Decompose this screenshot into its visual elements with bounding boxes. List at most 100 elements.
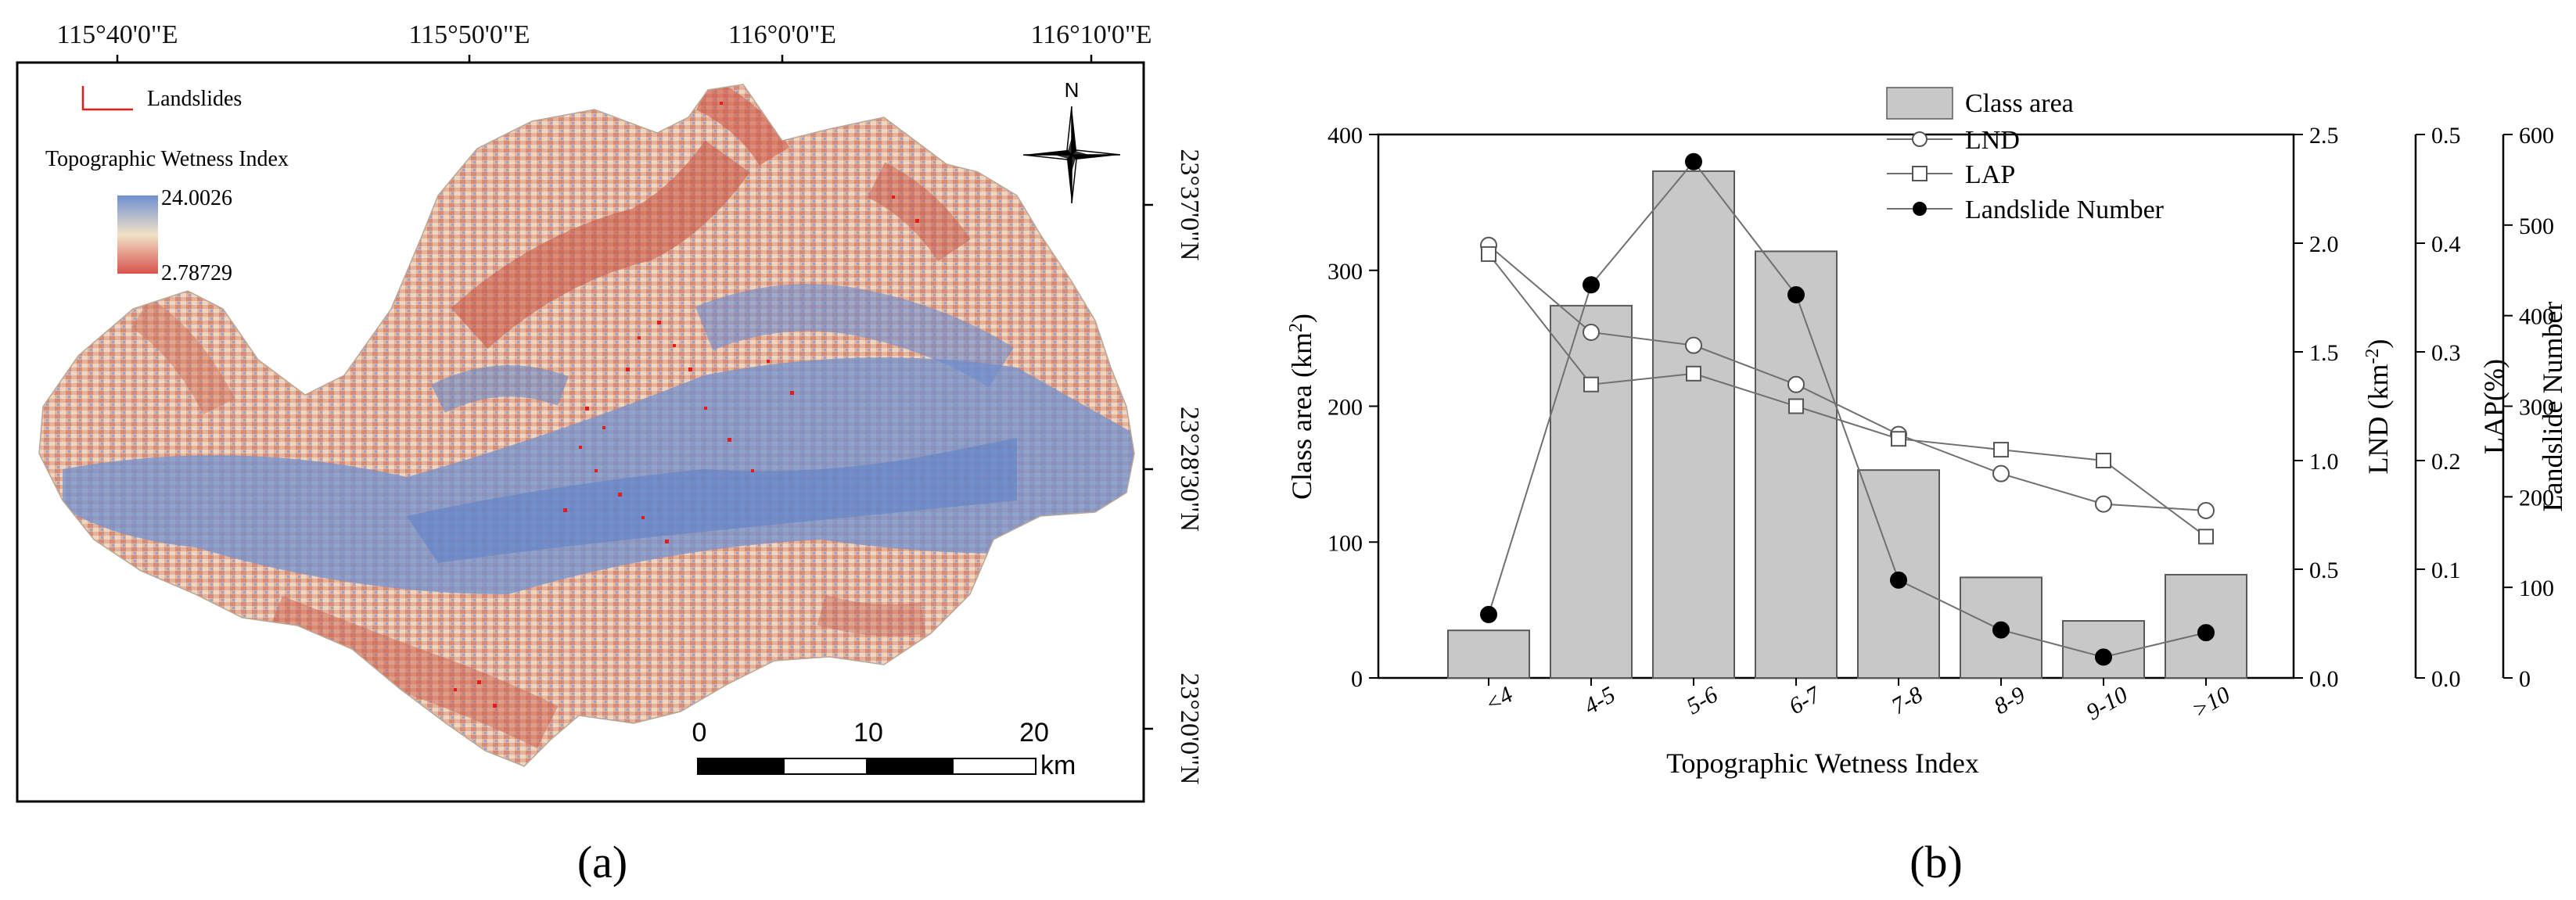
series-line-lap (1488, 253, 2207, 538)
y-tick-label: 100 (1328, 530, 1363, 556)
point-landslide-number (1583, 276, 1600, 294)
y-tick-label: 0.5 (2309, 558, 2339, 583)
point-lap (1583, 376, 1599, 393)
twi-min-label: 2.78729 (161, 261, 232, 285)
y-tick-label: 0.2 (2431, 449, 2461, 475)
legend-swatch-class-area (1886, 87, 1953, 120)
y-tick-label: 500 (2519, 213, 2554, 239)
x-tick-label: 7-8 (1887, 682, 1927, 720)
y-tick-label: 400 (2519, 304, 2554, 330)
y-axis-label-lnd: LND (km-2) (2362, 339, 2394, 475)
twi-max-label: 24.0026 (161, 186, 232, 210)
y-tick-label: 600 (2519, 123, 2554, 149)
y-axis-label-lap: LAP(%) (2478, 359, 2510, 454)
point-lnd (1583, 323, 1600, 341)
study-region (39, 84, 1134, 766)
y-tick-label: 0 (2519, 666, 2531, 692)
y-axis-label-class-area: Class area (km2) (1286, 314, 1317, 500)
point-lnd (2197, 501, 2215, 519)
point-landslide-number (1992, 621, 2010, 639)
lon-tick-label: 115°50'0"E (408, 20, 530, 49)
bar-class-area (1447, 629, 1530, 679)
bar-class-area (1550, 304, 1633, 679)
map-legend: Landslides Topographic Wetness Index 24.… (45, 86, 289, 285)
legend-label-landslide-number: Landslide Number (1965, 195, 2165, 224)
panel-label-b: (b) (1910, 837, 1963, 887)
legend-marker-lnd (1912, 131, 1928, 147)
x-tick-label: 8-9 (1989, 682, 2029, 720)
y-tick-label: 200 (2519, 485, 2554, 511)
y-tick-label: 400 (1328, 123, 1363, 149)
series-line-landslide-number (1488, 160, 2207, 658)
point-lap (1788, 398, 1804, 414)
legend-marker-lap (1912, 166, 1928, 181)
y-tick-label: 0.0 (2431, 666, 2461, 692)
x-tick-label: >10 (2188, 682, 2235, 724)
north-arrow-icon: N (1022, 78, 1121, 204)
landslides-legend-label: Landslides (147, 87, 242, 111)
scale-tick-label: 20 (1019, 718, 1049, 748)
lon-tick-label: 116°10'0"E (1030, 20, 1151, 49)
twi-colorbar (117, 195, 158, 274)
y-tick-label: 0.1 (2431, 558, 2461, 583)
y-tick-label: 1.5 (2309, 340, 2339, 366)
point-landslide-number (2095, 648, 2112, 666)
y-tick-label: 2.5 (2309, 123, 2339, 149)
chart-panel: <4 4-5 5-6 6-7 7-8 8-9 9-10 >10 0 100 200 300 400 0.… (1286, 87, 2568, 887)
y-tick-label: 200 (1328, 395, 1363, 421)
point-lap (1686, 365, 1701, 382)
lat-tick-label: 23°28'30"N (1175, 407, 1204, 532)
point-landslide-number (2197, 624, 2215, 642)
y-tick-label: 0.3 (2431, 340, 2461, 366)
legend-label-class-area: Class area (1965, 89, 2074, 118)
x-tick-label: 9-10 (2082, 682, 2132, 726)
point-landslide-number (1685, 152, 1702, 170)
y-tick-label: 2.0 (2309, 231, 2339, 257)
landslide-legend-symbol (81, 86, 133, 111)
legend-label-lap: LAP (1965, 160, 2015, 189)
scale-tick-label: 0 (692, 718, 707, 748)
series-line-lnd (1488, 245, 2207, 511)
panel-label-a: (a) (577, 837, 627, 887)
point-lap (1993, 442, 2009, 458)
twi-legend-title: Topographic Wetness Index (45, 147, 289, 171)
point-lnd (1685, 336, 1702, 354)
lon-tick-label: 115°40'0"E (56, 20, 178, 49)
scale-tick-label: 10 (853, 718, 883, 748)
y-tick-label: 0.4 (2431, 231, 2461, 257)
y-tick-label: 0.5 (2431, 123, 2461, 149)
point-lap (1891, 431, 1906, 447)
x-tick-label: 6-7 (1784, 681, 1826, 720)
x-tick-label: 5-6 (1682, 682, 1722, 720)
y-tick-label: 100 (2519, 575, 2554, 601)
y-axis-label-landslide-number: Landslide Number (2537, 302, 2568, 512)
north-label: N (1065, 78, 1080, 102)
bar-class-area (1652, 170, 1735, 679)
lon-tick-label: 116°0'0"E (728, 20, 836, 49)
legend-label-lnd: LND (1965, 126, 2020, 155)
bar-class-area (1755, 250, 1838, 679)
legend-marker-landslide-number (1913, 202, 1927, 216)
y-tick-label: 0 (1351, 666, 1363, 692)
point-lnd (2095, 495, 2112, 513)
x-axis-label: Topographic Wetness Index (1666, 748, 1979, 779)
point-lap (2198, 529, 2214, 545)
x-tick-label: <4 (1481, 682, 1518, 718)
point-lnd (1787, 375, 1805, 393)
chart-legend: Class area LND LAP Landslide Number (1886, 87, 2165, 224)
x-tick-label: 4-5 (1579, 682, 1619, 720)
point-lnd (1992, 464, 2010, 482)
y-tick-label: 300 (1328, 259, 1363, 285)
y-tick-label: 300 (2519, 395, 2554, 421)
point-lap (2096, 453, 2111, 468)
scale-unit-label: km (1040, 751, 1076, 780)
y-tick-label: 0.0 (2309, 666, 2339, 692)
point-landslide-number (1480, 605, 1497, 623)
map-panel: 115°40'0"E 115°50'0"E 116°0'0"E 116°10'0… (16, 20, 1204, 887)
lat-tick-label: 23°20'0"N (1175, 672, 1204, 784)
y-tick-label: 1.0 (2309, 449, 2339, 475)
scale-bar: 0 10 20 km (692, 718, 1076, 780)
point-landslide-number (1787, 286, 1805, 304)
point-landslide-number (1890, 571, 1907, 589)
